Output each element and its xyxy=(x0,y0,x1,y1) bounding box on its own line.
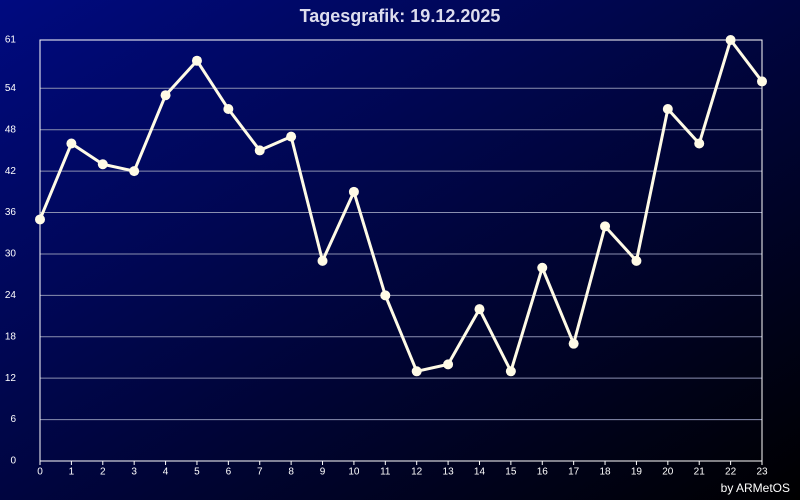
x-tick-label: 0 xyxy=(37,467,43,478)
point xyxy=(757,76,767,87)
point xyxy=(35,214,45,225)
y-tick-label: 6 xyxy=(10,414,16,425)
x-tick-label: 17 xyxy=(568,467,580,478)
point xyxy=(443,359,454,370)
y-tick-label: 30 xyxy=(5,249,17,260)
x-tick-label: 13 xyxy=(443,467,455,478)
point xyxy=(505,366,516,377)
point xyxy=(286,131,297,142)
point xyxy=(66,138,77,149)
y-tick-label: 0 xyxy=(10,456,16,467)
x-tick-label: 8 xyxy=(288,467,294,478)
x-tick-label: 1 xyxy=(69,467,75,478)
point xyxy=(411,366,422,377)
point xyxy=(537,262,548,273)
point xyxy=(97,159,108,170)
point xyxy=(317,255,328,266)
x-tick-label: 9 xyxy=(320,467,326,478)
point xyxy=(348,186,359,197)
point xyxy=(631,255,642,266)
x-tick-label: 5 xyxy=(194,467,200,478)
y-tick-label: 48 xyxy=(5,124,17,135)
y-tick-label: 18 xyxy=(5,331,17,342)
line xyxy=(38,38,764,373)
x-tick-label: 11 xyxy=(380,467,391,478)
x-tick-label: 15 xyxy=(505,467,517,478)
point xyxy=(160,90,171,101)
y-tick-label: 12 xyxy=(5,373,17,384)
x-tick-label: 4 xyxy=(163,467,169,478)
point xyxy=(380,290,391,301)
point xyxy=(474,304,485,315)
x-tick-label: 23 xyxy=(756,467,768,478)
y-tick-label: 54 xyxy=(5,83,17,94)
footer: by ARMetOS xyxy=(721,481,790,495)
x-tick-label: 10 xyxy=(348,467,360,478)
x-tick-label: 22 xyxy=(725,467,737,478)
point xyxy=(694,138,705,149)
point xyxy=(191,55,202,66)
x-tick-label: 2 xyxy=(100,467,106,478)
point xyxy=(254,145,265,156)
point xyxy=(600,221,611,232)
x-tick-label: 20 xyxy=(662,467,674,478)
x-tick-label: 7 xyxy=(257,467,263,478)
x-tick-label: 6 xyxy=(226,467,232,478)
point xyxy=(129,166,140,177)
y-tick-label: 61 xyxy=(5,35,17,46)
x-tick-label: 16 xyxy=(537,467,549,478)
x-tick-label: 3 xyxy=(131,467,137,478)
x-tick-label: 21 xyxy=(694,467,706,478)
chart-title: Tagesgrafik: 19.12.2025 xyxy=(300,6,501,26)
x-tick-label: 14 xyxy=(474,467,486,478)
x-tick-label: 18 xyxy=(599,467,611,478)
x-tick-label: 12 xyxy=(411,467,423,478)
point xyxy=(725,35,736,45)
y-tick-label: 24 xyxy=(5,290,17,301)
y-tick-label: 42 xyxy=(5,166,17,177)
point xyxy=(223,104,234,115)
x-tick-label: 19 xyxy=(631,467,643,478)
point xyxy=(662,104,673,115)
y-tick-label: 36 xyxy=(5,207,17,218)
point xyxy=(568,338,579,349)
plot-border xyxy=(39,39,763,462)
